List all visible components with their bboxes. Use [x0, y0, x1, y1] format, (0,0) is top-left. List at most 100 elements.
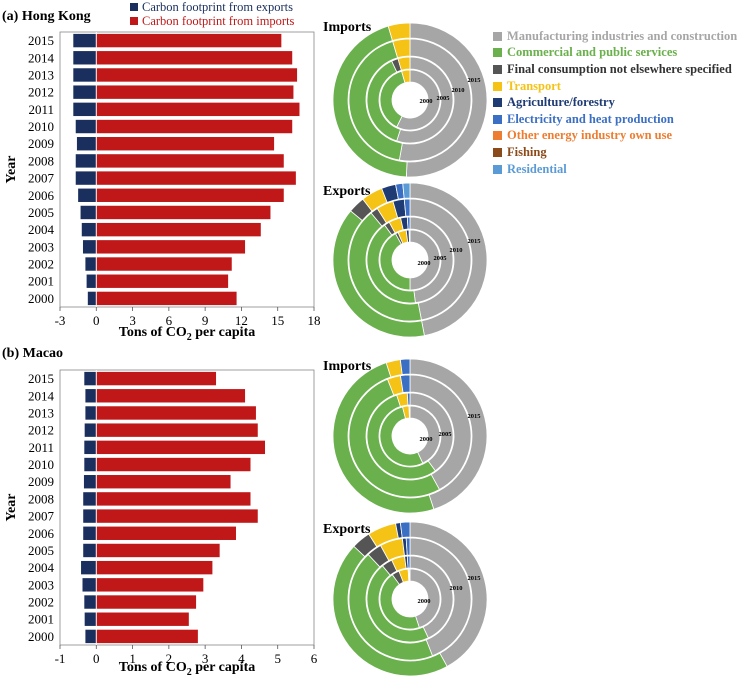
legend-swatch — [493, 147, 502, 157]
year-tick-label: 2000 — [28, 291, 54, 306]
ring-year-label: 2005 — [434, 255, 448, 262]
legend-item: Commercial and public services — [493, 45, 753, 62]
legend-exports-swatch — [130, 3, 138, 11]
bar-imports — [96, 51, 293, 65]
bar-exports — [76, 137, 97, 151]
legend-swatch — [493, 81, 502, 91]
donut-slice — [399, 521, 411, 538]
x-tick-label: 4 — [238, 651, 245, 666]
bar-exports — [87, 291, 97, 306]
bar-imports — [96, 371, 217, 386]
panel-title: (a) Hong Kong — [2, 9, 91, 24]
donut-title: Imports — [323, 20, 372, 35]
bar-exports — [82, 240, 97, 254]
donut-slice — [408, 405, 411, 419]
legend-item: Electricity and heat production — [493, 111, 753, 128]
donut-slice — [406, 216, 411, 230]
legend-item: Other energy industry own use — [493, 128, 753, 145]
legend-item: Transport — [493, 78, 753, 95]
bar-imports — [96, 509, 258, 523]
x-tick-label: -3 — [55, 313, 66, 328]
bar-imports — [96, 205, 271, 220]
bar-imports — [96, 406, 256, 420]
bar-exports — [83, 475, 97, 489]
x-axis-label-sub: 2 — [187, 332, 192, 343]
year-tick-label: 2002 — [28, 257, 54, 272]
year-tick-label: 2013 — [28, 67, 54, 82]
bar-exports — [84, 423, 97, 437]
ring-year-label: 2015 — [468, 575, 482, 582]
donut-slice — [406, 392, 411, 406]
donut-slice — [408, 229, 411, 243]
bar-exports — [84, 371, 97, 386]
legend-item: Fishing — [493, 144, 753, 161]
x-axis-label-tail: per capita — [192, 325, 256, 340]
plot-frame — [59, 31, 315, 308]
legend-imports: Carbon footprint from imports — [130, 14, 294, 28]
donut-slice — [405, 537, 411, 556]
year-tick-label: 2001 — [28, 612, 54, 627]
bar-exports — [81, 222, 97, 237]
plot-frame — [59, 369, 315, 646]
bar-imports — [96, 188, 284, 202]
legend-swatch — [493, 48, 502, 58]
bar-imports — [96, 154, 284, 168]
year-tick-label: 2013 — [28, 405, 54, 420]
year-tick-label: 2003 — [28, 577, 54, 592]
y-axis-label: Year — [4, 156, 19, 184]
donut-slice — [397, 56, 411, 71]
bar-imports — [96, 222, 261, 237]
bar-imports — [96, 257, 232, 271]
ring-year-label: 2010 — [450, 585, 463, 592]
year-tick-label: 2006 — [28, 188, 55, 203]
year-tick-label: 2014 — [28, 388, 55, 403]
donut-slice — [403, 198, 411, 217]
bar-exports — [81, 560, 97, 575]
y-axis-label: Year — [4, 494, 19, 522]
year-tick-label: 2007 — [28, 509, 55, 524]
bar-exports — [82, 578, 97, 592]
x-tick-label: 0 — [93, 313, 100, 328]
legend-label: Agriculture/forestry — [507, 95, 615, 110]
legend-label: Commercial and public services — [507, 45, 678, 60]
bar-imports — [96, 578, 204, 592]
x-axis-label-main: Tons of CO — [119, 325, 187, 340]
donut-slice — [399, 374, 411, 393]
year-tick-label: 2001 — [28, 274, 54, 289]
ring-year-label: 2000 — [418, 260, 431, 267]
ring-year-label: 2010 — [450, 247, 463, 254]
legend-label: Electricity and heat production — [507, 111, 674, 126]
donut-slice — [387, 22, 411, 42]
year-tick-label: 2011 — [28, 440, 54, 455]
bar-imports — [96, 171, 296, 185]
x-tick-label: 0 — [93, 651, 100, 666]
bar-imports — [96, 68, 298, 82]
year-tick-label: 2010 — [28, 457, 54, 472]
ring-year-label: 2015 — [468, 77, 482, 84]
bar-exports — [73, 51, 97, 65]
donut-slice — [402, 182, 411, 199]
x-tick-label: 3 — [129, 313, 136, 328]
year-tick-label: 2009 — [28, 136, 54, 151]
bar-imports — [96, 457, 251, 472]
bar-imports — [96, 137, 275, 151]
legend-item: Agriculture/forestry — [493, 94, 753, 111]
bar-exports — [84, 595, 97, 609]
x-tick-label: 6 — [311, 651, 318, 666]
x-tick-label: 18 — [308, 313, 321, 328]
bar-exports — [75, 154, 97, 168]
donut-slice — [408, 568, 411, 582]
x-tick-label: 9 — [202, 313, 209, 328]
x-axis-label-tail: per capita — [192, 660, 256, 675]
top-legend: Carbon footprint from exports Carbon foo… — [130, 0, 294, 28]
donut-slice — [409, 229, 441, 291]
x-tick-label: 5 — [274, 651, 281, 666]
bar-exports — [85, 406, 97, 420]
x-axis-label-sub: 2 — [187, 667, 192, 676]
bar-imports — [96, 274, 229, 288]
bar-exports — [73, 33, 97, 48]
bar-exports — [86, 274, 97, 288]
year-tick-label: 2003 — [28, 239, 54, 254]
bar-exports — [85, 257, 97, 271]
bar-exports — [73, 85, 97, 99]
